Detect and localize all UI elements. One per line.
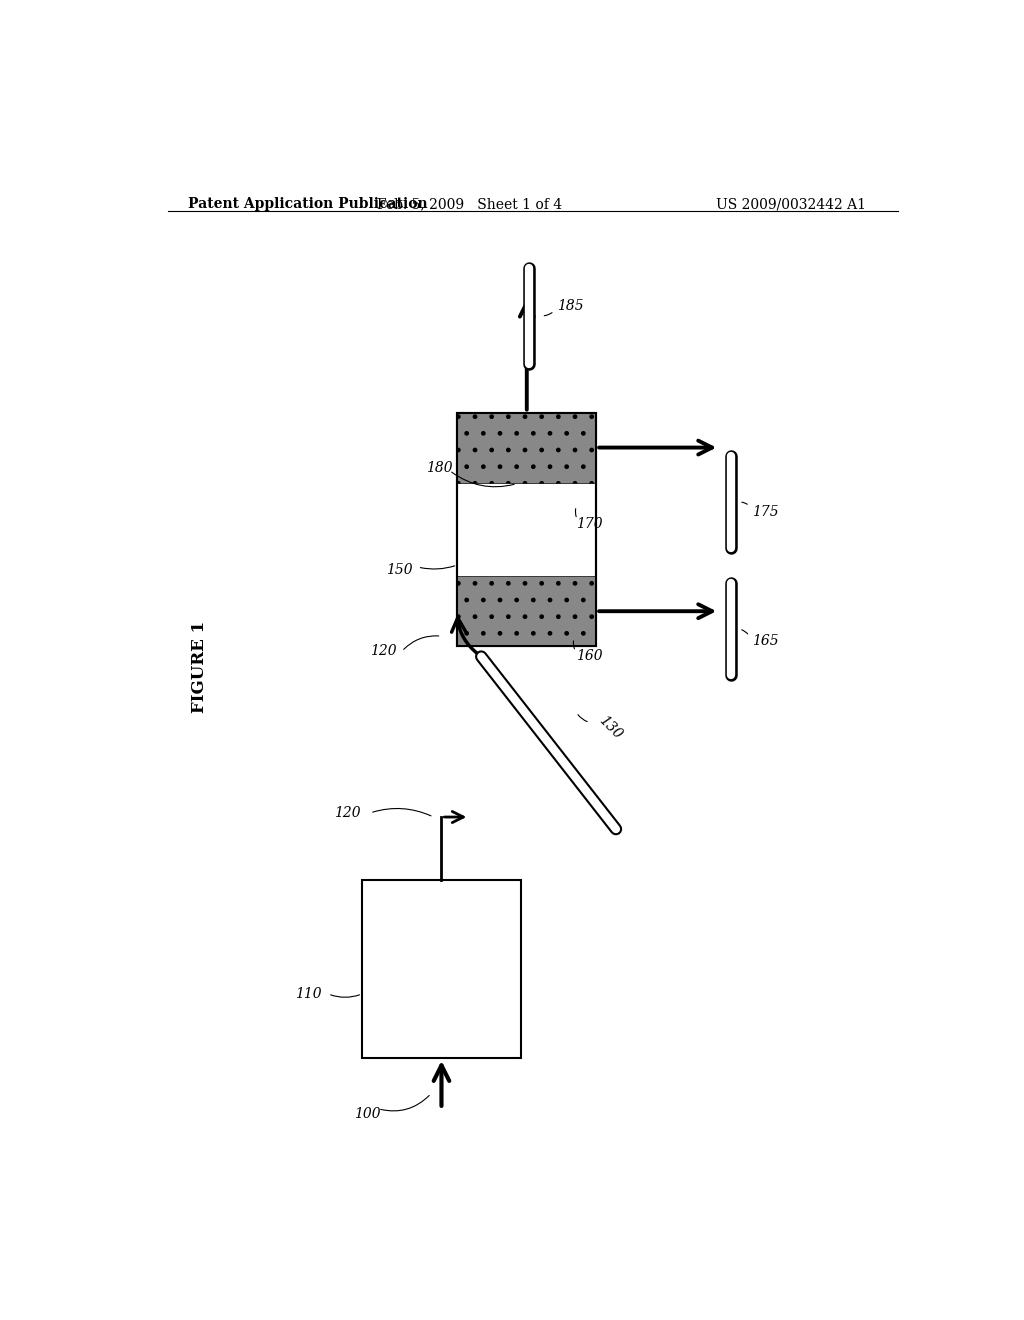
- Text: 120: 120: [370, 644, 396, 659]
- Text: 100: 100: [354, 1106, 381, 1121]
- Text: 110: 110: [295, 987, 322, 1001]
- Bar: [458, 413, 596, 483]
- Bar: [362, 880, 521, 1057]
- Text: 165: 165: [752, 634, 778, 648]
- Bar: [458, 413, 596, 647]
- Bar: [458, 413, 596, 647]
- Text: 185: 185: [557, 298, 584, 313]
- Text: 180: 180: [426, 462, 453, 475]
- Text: 150: 150: [386, 564, 413, 577]
- Text: FIGURE 1: FIGURE 1: [191, 620, 209, 713]
- Text: Feb. 5, 2009   Sheet 1 of 4: Feb. 5, 2009 Sheet 1 of 4: [377, 197, 562, 211]
- Text: 170: 170: [577, 517, 603, 532]
- Text: 160: 160: [577, 649, 603, 664]
- Text: US 2009/0032442 A1: US 2009/0032442 A1: [716, 197, 866, 211]
- Text: 130: 130: [596, 713, 625, 742]
- Text: 120: 120: [334, 807, 361, 820]
- Text: 175: 175: [752, 506, 778, 519]
- Bar: [458, 576, 596, 647]
- Text: Patent Application Publication: Patent Application Publication: [187, 197, 427, 211]
